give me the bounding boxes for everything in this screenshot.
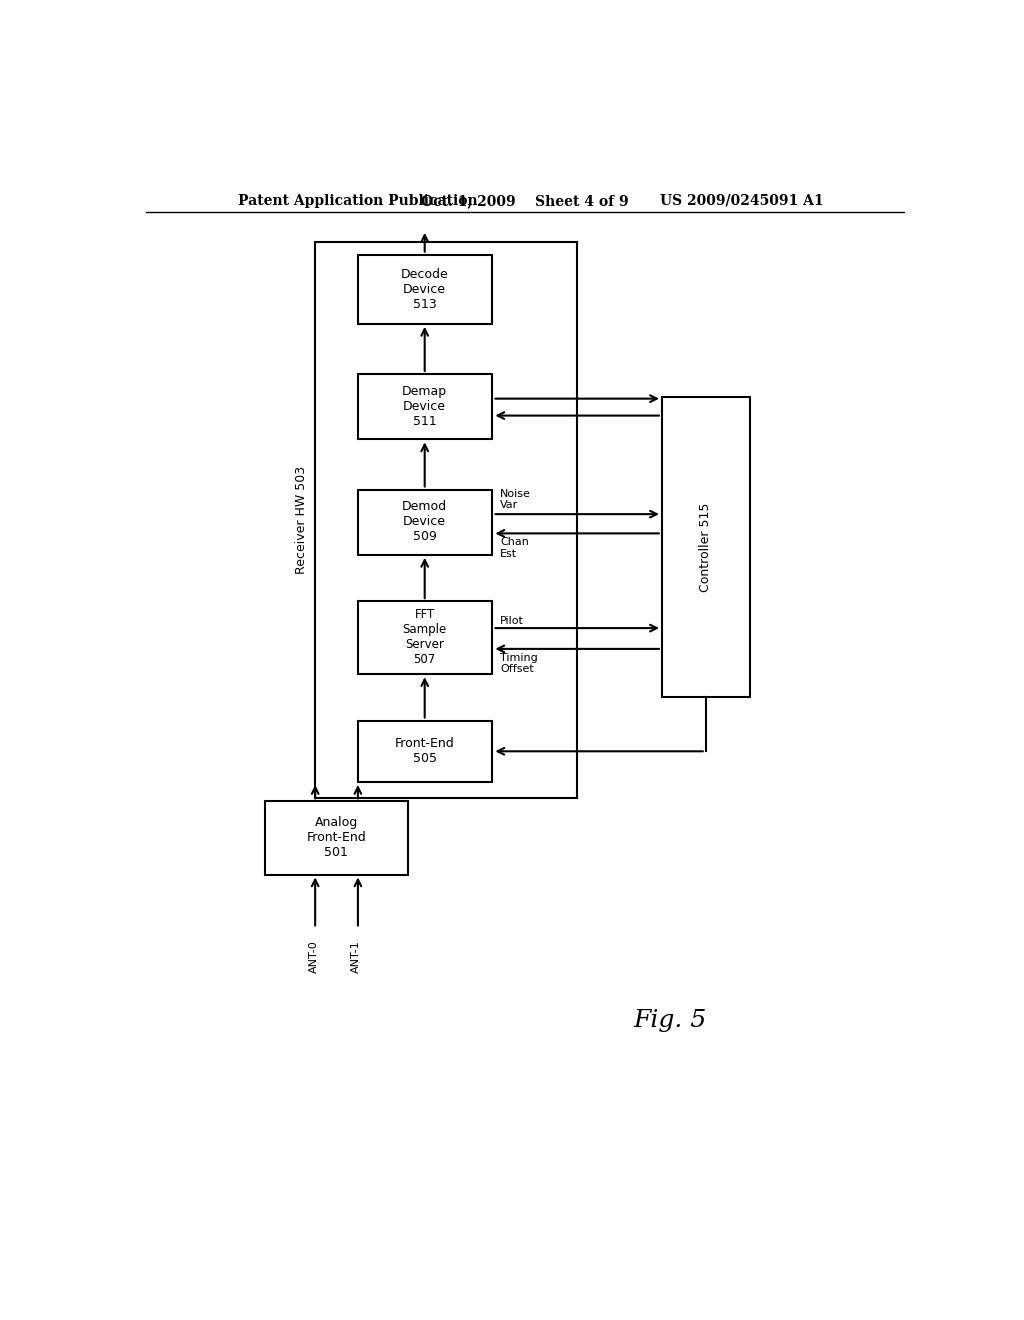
Bar (357, 255, 493, 323)
Bar (357, 374, 493, 440)
Text: Demap
Device
511: Demap Device 511 (402, 385, 447, 428)
Text: Fig. 5: Fig. 5 (633, 1010, 707, 1032)
Text: Noise
Var: Noise Var (500, 488, 531, 511)
Bar (662, 397, 751, 697)
Bar (265, 801, 408, 875)
Text: Demod
Device
509: Demod Device 509 (402, 500, 447, 544)
Bar (357, 490, 493, 554)
Text: Receiver HW 503: Receiver HW 503 (295, 466, 308, 574)
Text: Timing
Offset: Timing Offset (500, 653, 538, 675)
Text: Oct. 1, 2009    Sheet 4 of 9: Oct. 1, 2009 Sheet 4 of 9 (421, 194, 629, 207)
Bar (357, 721, 493, 781)
Text: Front-End
505: Front-End 505 (395, 738, 455, 766)
Text: Pilot: Pilot (500, 616, 524, 626)
Text: ANT-0: ANT-0 (308, 940, 318, 973)
Text: FFT
Sample
Server
507: FFT Sample Server 507 (402, 609, 446, 667)
Bar (315, 242, 578, 797)
Bar (357, 601, 493, 675)
Text: Controller 515: Controller 515 (699, 503, 713, 591)
Text: US 2009/0245091 A1: US 2009/0245091 A1 (659, 194, 823, 207)
Text: Chan
Est: Chan Est (500, 537, 529, 558)
Text: Patent Application Publication: Patent Application Publication (239, 194, 478, 207)
Text: Decode
Device
513: Decode Device 513 (400, 268, 449, 310)
Text: Analog
Front-End
501: Analog Front-End 501 (306, 816, 366, 859)
Text: ANT-1: ANT-1 (351, 940, 361, 973)
